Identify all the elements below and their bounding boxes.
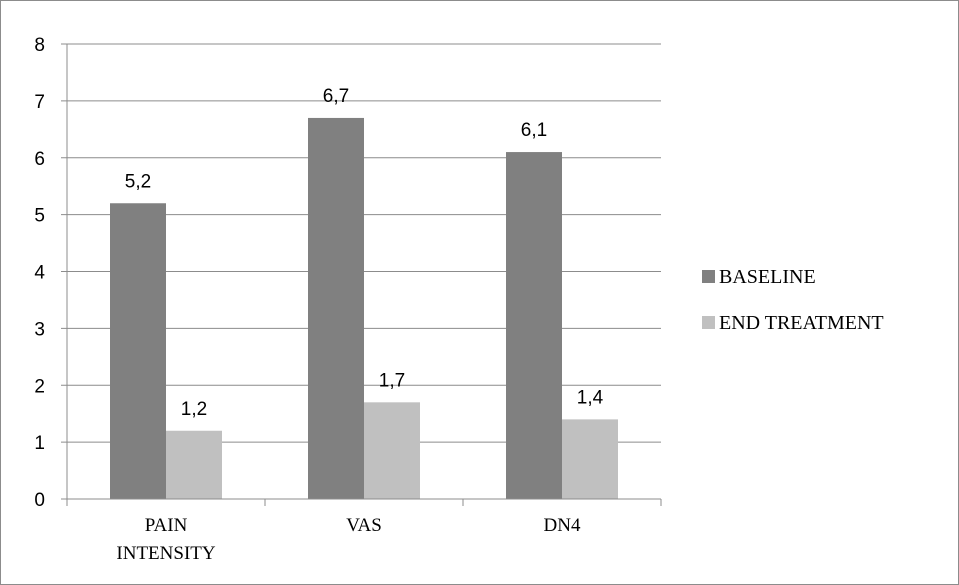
y-tick-label: 4 bbox=[34, 263, 45, 284]
data-label: 6,7 bbox=[323, 86, 349, 107]
bars bbox=[110, 117, 618, 499]
legend-swatch bbox=[702, 316, 715, 329]
legend: BASELINE END TREATMENT bbox=[702, 266, 884, 334]
y-tick-label: 5 bbox=[34, 206, 45, 227]
bar bbox=[562, 419, 618, 499]
legend-label: BASELINE bbox=[719, 266, 816, 288]
bar bbox=[364, 402, 420, 499]
y-axis: 0 1 2 3 4 5 6 7 8 bbox=[34, 35, 68, 511]
y-tick-label: 3 bbox=[34, 319, 45, 340]
data-label: 1,4 bbox=[577, 387, 604, 408]
y-tick-label: 1 bbox=[34, 433, 45, 454]
data-label: 1,7 bbox=[379, 370, 405, 391]
legend-label: END TREATMENT bbox=[719, 312, 884, 334]
x-tick-label: PAIN INTENSITY bbox=[116, 515, 215, 564]
x-tick-label: DN4 bbox=[544, 515, 581, 536]
bar bbox=[110, 203, 166, 499]
bar bbox=[308, 117, 364, 499]
y-tick-label: 7 bbox=[34, 92, 45, 113]
x-tick-label: VAS bbox=[346, 515, 382, 536]
y-tick-label: 6 bbox=[34, 149, 45, 170]
data-label: 1,2 bbox=[181, 399, 207, 420]
data-label: 5,2 bbox=[125, 171, 151, 192]
data-labels: 5,2 6,7 6,1 1,2 1,7 1,4 bbox=[125, 86, 604, 420]
bar bbox=[166, 430, 222, 499]
x-axis: PAIN INTENSITY VAS DN4 bbox=[66, 498, 662, 564]
y-tick-label: 8 bbox=[34, 35, 45, 56]
data-label: 6,1 bbox=[521, 120, 547, 141]
legend-swatch bbox=[702, 270, 715, 283]
y-tick-label: 0 bbox=[34, 490, 45, 511]
y-tick-label: 2 bbox=[34, 376, 45, 397]
bar bbox=[506, 152, 562, 499]
